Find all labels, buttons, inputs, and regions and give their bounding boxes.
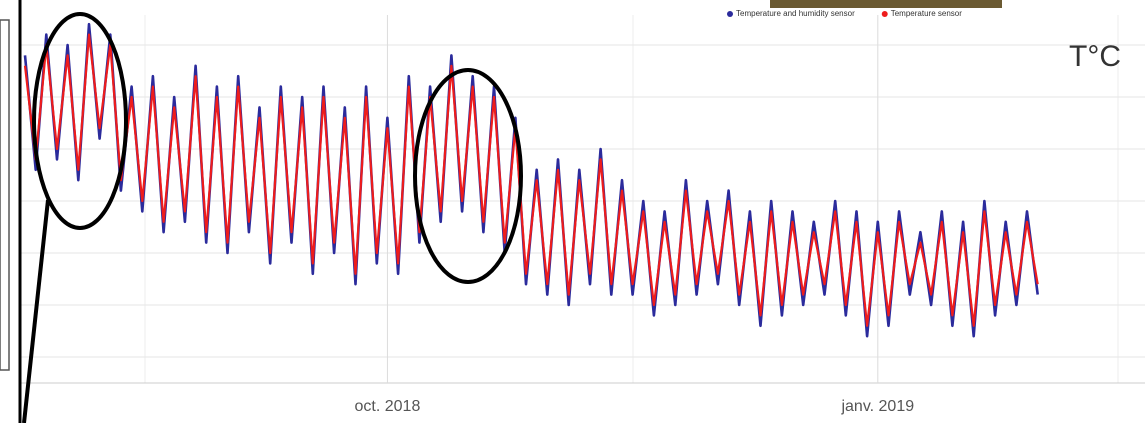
annotations: [18, 0, 523, 423]
x-tick-label: oct. 2018: [355, 398, 421, 415]
highlight-ellipse: [413, 68, 523, 284]
legend-marker: [727, 11, 733, 17]
unit-label: T°C: [1069, 40, 1121, 73]
series-line: [23, 33, 1039, 327]
side-box: [0, 19, 10, 371]
x-tick-label: janv. 2019: [840, 398, 914, 415]
legend-label: Temperature sensor: [891, 9, 962, 18]
plot: oct. 2018 janv. 2019: [20, 15, 1145, 415]
pointer-line: [22, 199, 50, 423]
highlight-ellipse: [32, 12, 128, 230]
legend-marker: [881, 11, 888, 17]
photo-strip: [770, 0, 1002, 8]
legend-label: Temperature and humidity sensor: [736, 9, 855, 18]
